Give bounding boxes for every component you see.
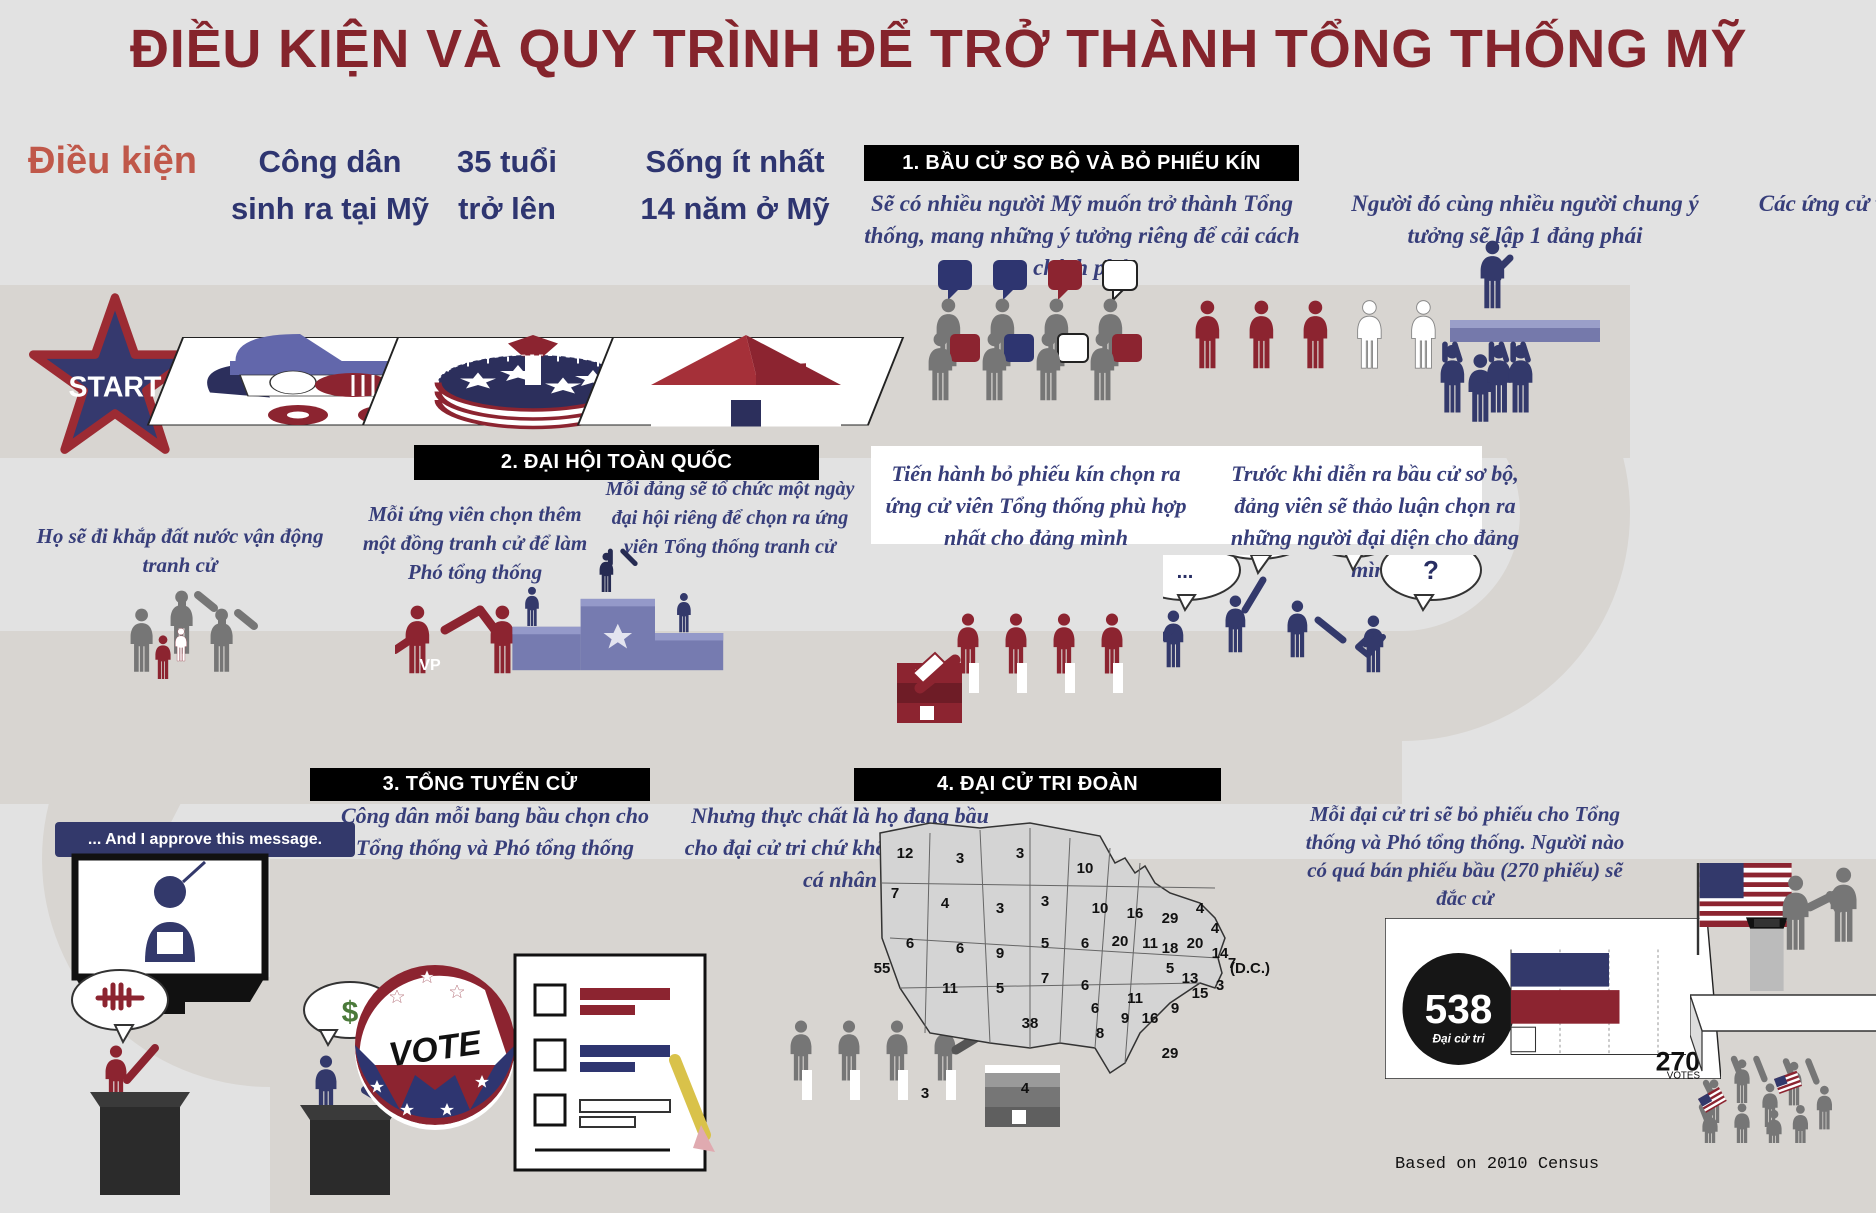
svg-text:7: 7 (1041, 970, 1049, 987)
svg-text:3: 3 (1216, 977, 1224, 994)
svg-text:6: 6 (1081, 977, 1089, 994)
svg-text:12: 12 (897, 845, 914, 862)
svg-text:(D.C.): (D.C.) (1230, 960, 1270, 977)
svg-text:4: 4 (941, 895, 950, 912)
svg-text:Đại cử tri: Đại cử tri (1432, 1032, 1485, 1046)
svg-text:6: 6 (1091, 1000, 1099, 1017)
svg-text:9: 9 (1121, 1010, 1129, 1027)
svg-text:538: 538 (1425, 986, 1493, 1032)
svg-text:18: 18 (1162, 940, 1179, 957)
svg-text:10: 10 (1092, 900, 1109, 917)
svg-text:16: 16 (1142, 1010, 1159, 1027)
svg-text:29: 29 (1162, 1045, 1179, 1062)
svg-text:29: 29 (1162, 910, 1179, 927)
svg-text:9: 9 (996, 945, 1004, 962)
svg-text:3: 3 (921, 1085, 929, 1102)
svg-text:4: 4 (1211, 920, 1220, 937)
svg-text:...: ... (1177, 561, 1194, 583)
svg-text:3: 3 (996, 900, 1004, 917)
svg-text:6: 6 (906, 935, 914, 952)
svg-text:10: 10 (1077, 860, 1094, 877)
svg-text:6: 6 (956, 940, 964, 957)
svg-text:5: 5 (1166, 960, 1174, 977)
svg-text:55: 55 (874, 960, 891, 977)
svg-text:3: 3 (956, 850, 964, 867)
svg-text:15: 15 (1192, 985, 1209, 1002)
svg-text:4: 4 (1021, 1080, 1030, 1097)
svg-text:8: 8 (1096, 1025, 1104, 1042)
svg-text:VP: VP (419, 657, 441, 674)
svg-text:3: 3 (1041, 893, 1049, 910)
svg-text:11: 11 (1127, 990, 1143, 1007)
svg-text:5: 5 (1041, 935, 1049, 952)
svg-text:4: 4 (1196, 900, 1205, 917)
svg-text:16: 16 (1127, 905, 1144, 922)
svg-text:11: 11 (1142, 935, 1158, 952)
svg-text:9: 9 (1171, 1000, 1179, 1017)
svg-text:20: 20 (1187, 935, 1204, 952)
svg-text:3: 3 (1016, 845, 1024, 862)
svg-text:?: ? (1423, 555, 1439, 585)
svg-text:7: 7 (891, 885, 899, 902)
svg-text:38: 38 (1022, 1015, 1039, 1032)
svg-text:6: 6 (1081, 935, 1089, 952)
svg-text:20: 20 (1112, 933, 1129, 950)
svg-text:11: 11 (942, 980, 958, 997)
svg-text:5: 5 (996, 980, 1004, 997)
svg-text:14: 14 (1212, 945, 1229, 962)
